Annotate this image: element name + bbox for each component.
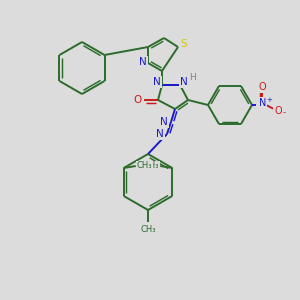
Text: +: + (266, 97, 272, 103)
Text: O: O (134, 95, 142, 105)
Text: N: N (156, 129, 164, 139)
Text: O: O (274, 106, 282, 116)
Text: S: S (181, 39, 187, 49)
Text: N: N (259, 98, 267, 108)
Text: CH₃: CH₃ (137, 161, 152, 170)
Text: N: N (153, 77, 161, 87)
Text: H: H (189, 74, 195, 82)
Text: N: N (139, 57, 147, 67)
Text: N: N (160, 117, 168, 127)
Text: CH₃: CH₃ (144, 161, 159, 170)
Text: O: O (258, 82, 266, 92)
Text: CH₃: CH₃ (140, 226, 156, 235)
Text: -: - (283, 109, 286, 118)
Text: N: N (180, 77, 188, 87)
